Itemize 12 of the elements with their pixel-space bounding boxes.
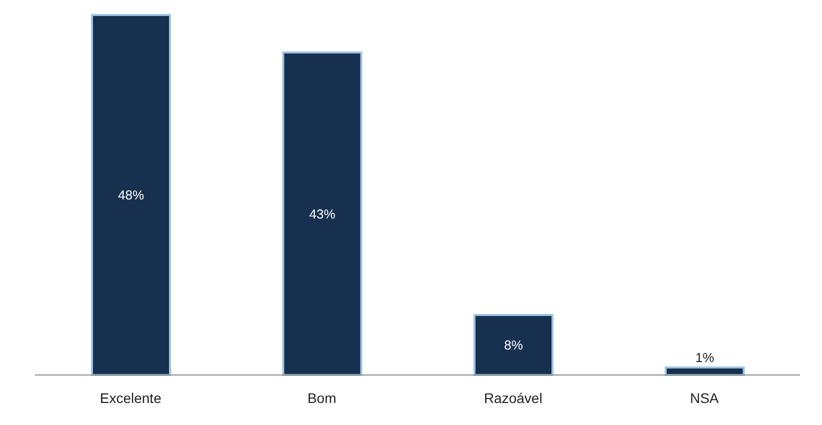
x-tick-label: NSA bbox=[690, 390, 720, 406]
bar bbox=[664, 366, 745, 376]
bar bbox=[91, 14, 171, 376]
data-label: 48% bbox=[118, 188, 144, 202]
bar bbox=[474, 314, 554, 376]
data-label: 1% bbox=[695, 350, 715, 365]
bar bbox=[282, 52, 362, 376]
x-tick-label: Excelente bbox=[100, 390, 162, 406]
x-tick-label: Razoável bbox=[484, 390, 542, 406]
data-label: 43% bbox=[309, 206, 336, 222]
data-label: 8% bbox=[504, 338, 524, 352]
x-tick-label: Bom bbox=[307, 390, 336, 406]
